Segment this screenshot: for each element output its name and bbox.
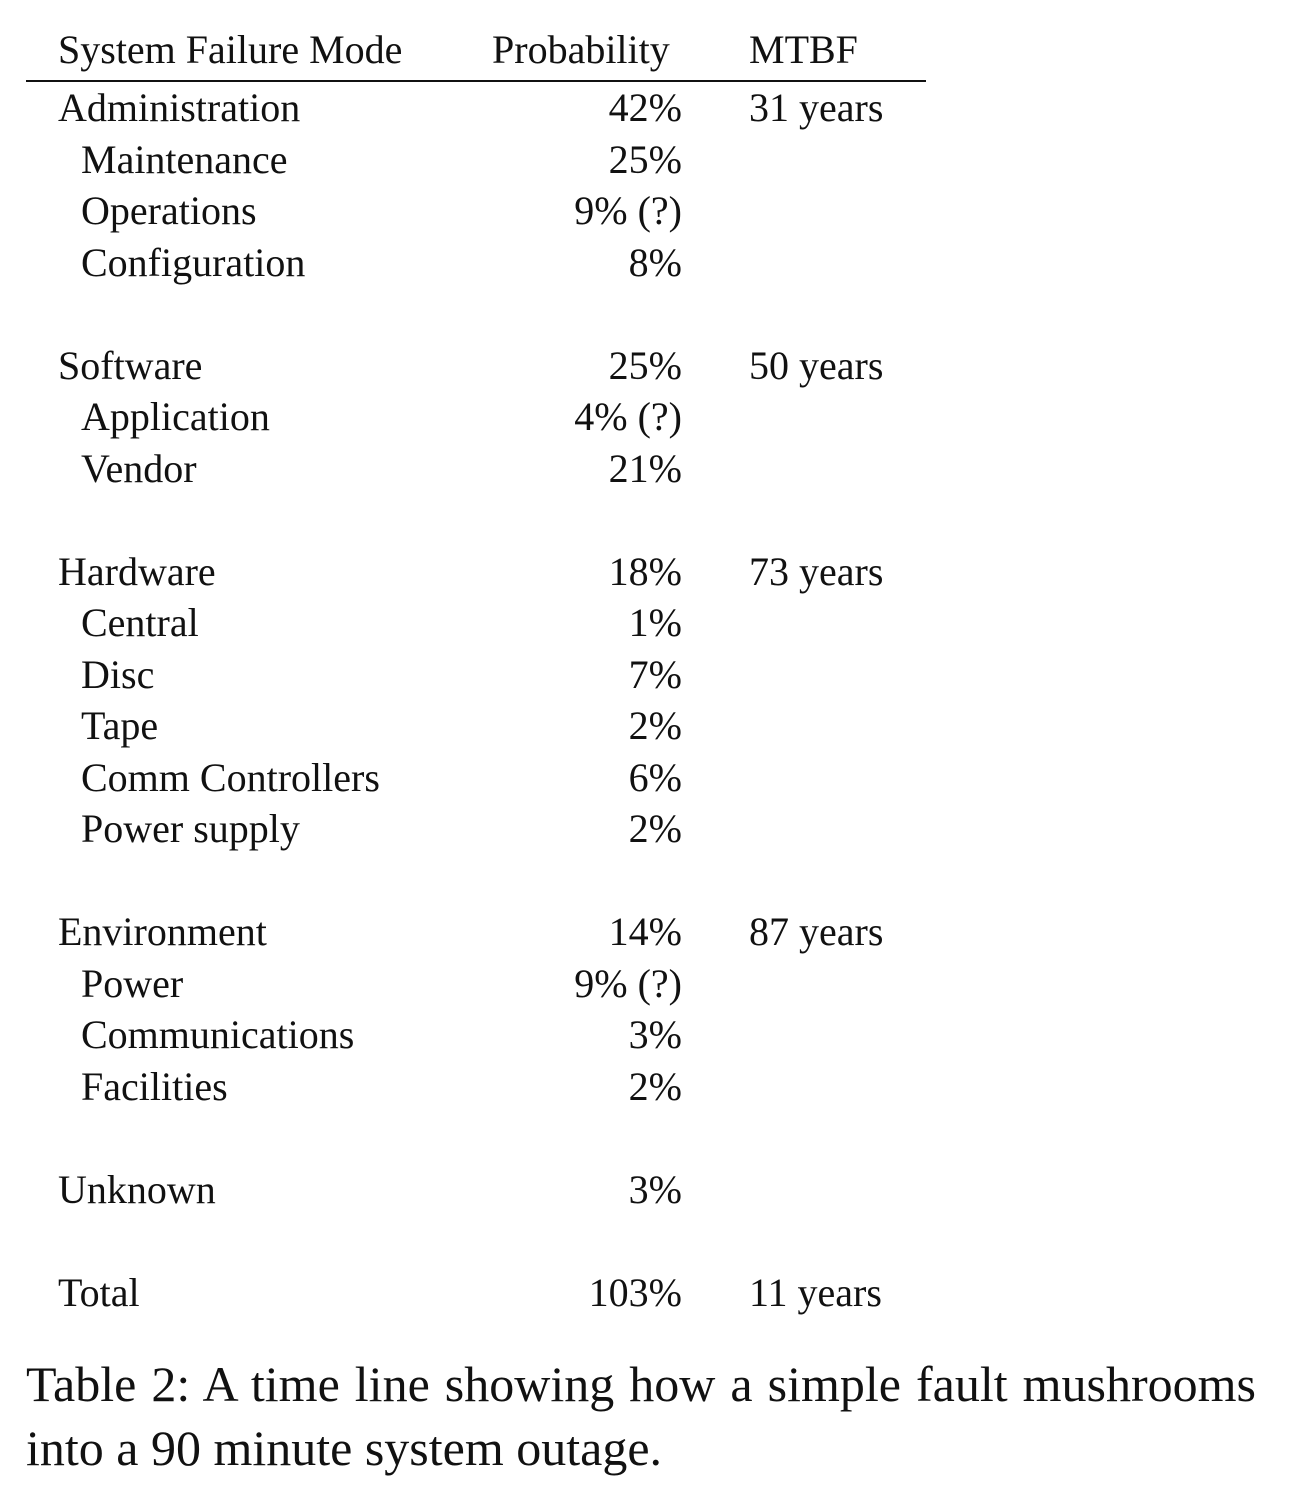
table-row-group: Environment 14% 87 years (26, 906, 926, 958)
group-spacer (26, 855, 926, 907)
table-row-group: Administration 42% 31 years (26, 82, 926, 134)
table-body: Administration 42% 31 years Maintenance 25% O… (26, 82, 926, 1318)
item-name: Tape (81, 703, 159, 748)
item-name: Vendor (81, 445, 197, 491)
item-name: Configuration (81, 239, 306, 285)
group-probability: 103% (588, 1269, 682, 1315)
item-probability: 25% (608, 136, 682, 182)
item-name: Comm Controllers (81, 754, 380, 800)
item-name: Application (81, 394, 270, 439)
group-spacer (26, 1112, 926, 1164)
header-mtbf: MTBF (749, 27, 858, 72)
table-row: Power 9% (?) (26, 958, 926, 1010)
item-probability: 2% (628, 1063, 682, 1109)
group-name: Software (58, 342, 203, 388)
group-probability: 18% (608, 548, 682, 594)
table-row: Power supply 2% (26, 803, 926, 855)
table-row: Vendor 21% (26, 443, 926, 495)
group-name: Administration (58, 85, 301, 130)
item-probability: 9% (?) (574, 188, 682, 233)
table-row: Operations 9% (?) (26, 185, 926, 237)
group-name: Unknown (58, 1166, 216, 1212)
item-name: Facilities (81, 1063, 228, 1109)
table-caption: Table 2: A time line showing how a simpl… (26, 1356, 1256, 1476)
failure-mode-table: System Failure Mode Probability MTBF Adm… (26, 24, 926, 1318)
group-mtbf: 31 years (749, 85, 884, 130)
table-row-group: Unknown 3% (26, 1164, 926, 1216)
item-name: Operations (81, 188, 257, 233)
header-probability: Probability (492, 27, 670, 72)
group-probability: 42% (608, 85, 682, 130)
group-probability: 14% (608, 909, 682, 954)
group-probability: 3% (628, 1166, 682, 1212)
table-row: Application 4% (?) (26, 391, 926, 443)
item-probability: 9% (?) (574, 960, 682, 1006)
item-name: Central (81, 600, 199, 645)
table-row: Facilities 2% (26, 1061, 926, 1113)
item-probability: 7% (628, 651, 682, 697)
group-spacer (26, 1215, 926, 1267)
group-probability: 25% (608, 342, 682, 388)
table-row: Central 1% (26, 597, 926, 649)
header-mode: System Failure Mode (58, 27, 403, 72)
item-probability: 3% (628, 1012, 682, 1057)
group-mtbf: 11 years (749, 1269, 882, 1315)
table-row: Maintenance 25% (26, 134, 926, 186)
item-name: Disc (81, 651, 155, 697)
item-probability: 21% (608, 445, 682, 491)
table-row: Configuration 8% (26, 237, 926, 289)
table-row: Comm Controllers 6% (26, 752, 926, 804)
group-name: Hardware (58, 548, 216, 594)
group-spacer (26, 288, 926, 340)
item-probability: 6% (628, 754, 682, 800)
item-name: Maintenance (81, 136, 288, 182)
item-name: Communications (81, 1012, 355, 1057)
item-probability: 2% (628, 703, 682, 748)
table-row-group: Software 25% 50 years (26, 340, 926, 392)
item-name: Power supply (81, 806, 300, 851)
table-row-group: Hardware 18% 73 years (26, 546, 926, 598)
table-header: System Failure Mode Probability MTBF (26, 24, 926, 82)
group-spacer (26, 494, 926, 546)
table-row-group: Total 103% 11 years (26, 1267, 926, 1319)
item-probability: 2% (628, 806, 682, 851)
group-mtbf: 87 years (749, 909, 884, 954)
group-name: Environment (58, 909, 267, 954)
table-row: Disc 7% (26, 649, 926, 701)
item-name: Power (81, 960, 184, 1006)
table-row: Tape 2% (26, 700, 926, 752)
group-name: Total (58, 1269, 140, 1315)
table-row: Communications 3% (26, 1009, 926, 1061)
group-mtbf: 73 years (749, 548, 884, 594)
group-mtbf: 50 years (749, 342, 884, 388)
item-probability: 4% (?) (574, 394, 682, 439)
item-probability: 1% (628, 600, 682, 645)
item-probability: 8% (628, 239, 682, 285)
